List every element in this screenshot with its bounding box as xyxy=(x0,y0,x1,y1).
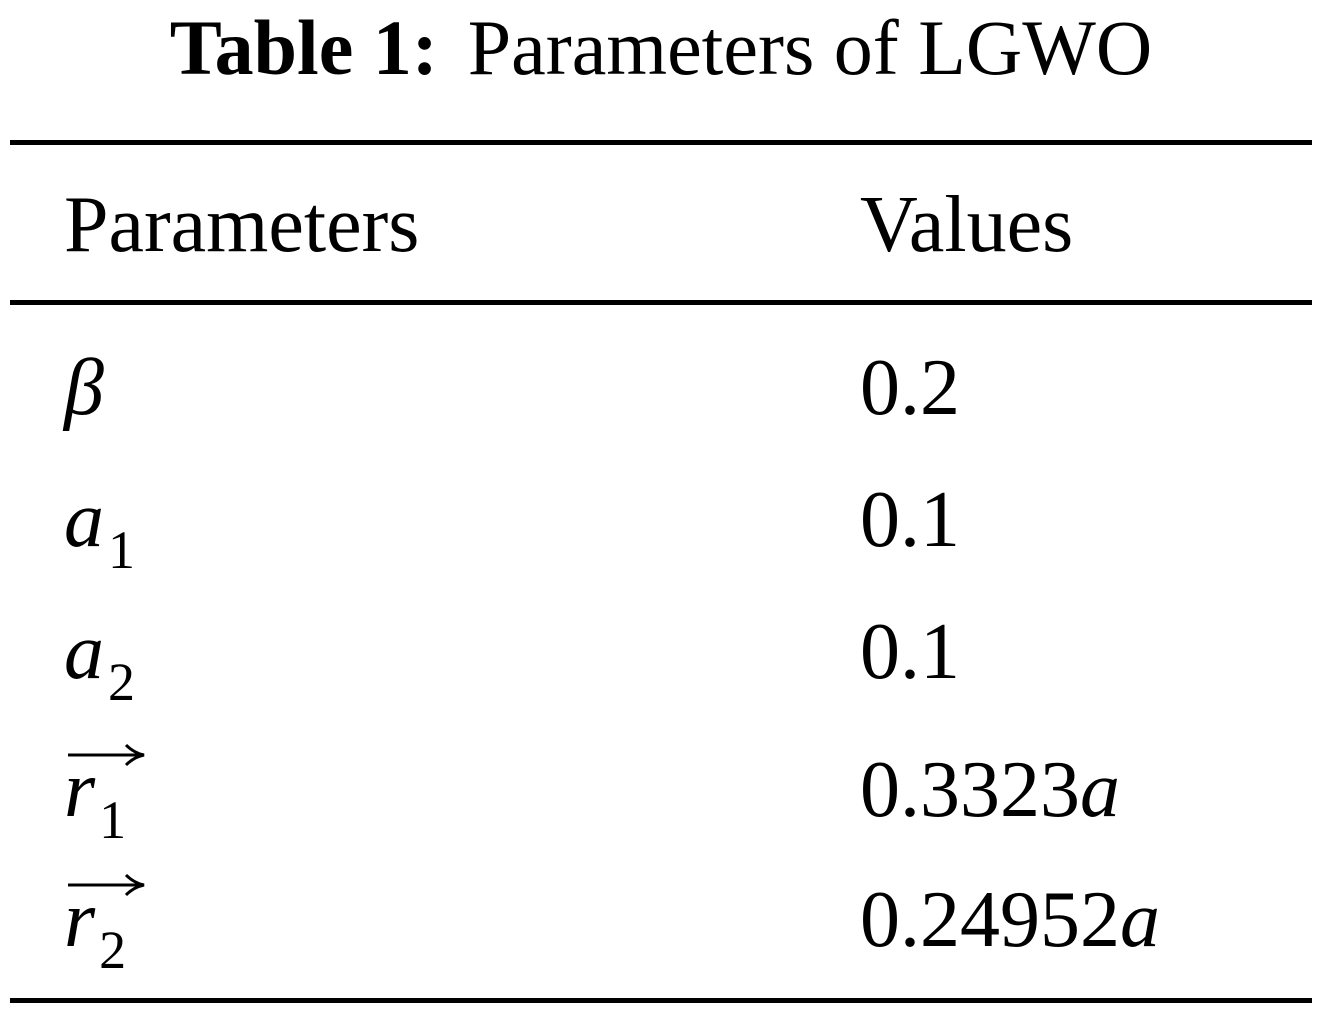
parameter-cell: β xyxy=(64,333,104,443)
header-cell: Values xyxy=(860,181,1074,269)
parameter-cell: r2 xyxy=(64,865,145,980)
top-rule xyxy=(10,140,1312,145)
bottom-rule xyxy=(10,998,1312,1003)
value-number: 0.3323 xyxy=(860,746,1080,834)
value-number: 0.24952 xyxy=(860,876,1120,964)
mid-rule xyxy=(10,300,1312,305)
symbol-subscript: 2 xyxy=(99,920,127,980)
parameter-symbol: a1 xyxy=(64,476,135,580)
value-cell: 0.24952a xyxy=(860,865,1160,975)
value-variable: a xyxy=(1120,876,1160,964)
symbol-subscript: 1 xyxy=(108,520,135,580)
parameter-cell: a2 xyxy=(64,597,135,712)
caption-label: Table 1: xyxy=(169,4,438,91)
symbol-subscript: 2 xyxy=(108,652,135,712)
symbol-base: β xyxy=(64,344,104,432)
symbol-base: r xyxy=(64,876,96,964)
symbol-base: a xyxy=(64,476,104,564)
value-number: 0.2 xyxy=(860,344,960,432)
parameter-symbol: r2 xyxy=(64,865,145,983)
caption-title: Parameters of LGWO xyxy=(467,4,1153,91)
vector-arrow xyxy=(68,743,145,767)
parameter-cell: a1 xyxy=(64,465,135,580)
parameter-symbol: r1 xyxy=(64,735,145,853)
value-number: 0.1 xyxy=(860,476,960,564)
value-cell: 0.1 xyxy=(860,465,960,575)
symbol-subscript: 1 xyxy=(99,790,127,850)
vector-arrow xyxy=(68,873,145,897)
value-number: 0.1 xyxy=(860,608,960,696)
symbol-base: a xyxy=(64,608,104,696)
value-cell: 0.1 xyxy=(860,597,960,707)
value-cell: 0.2 xyxy=(860,333,960,443)
value-cell: 0.3323a xyxy=(860,735,1120,845)
parameter-symbol: a2 xyxy=(64,608,135,712)
caption: Table 1: Parameters of LGWO xyxy=(0,0,1322,95)
parameter-cell: r1 xyxy=(64,735,145,850)
value-variable: a xyxy=(1080,746,1120,834)
header-cell: Parameters xyxy=(64,181,420,269)
parameter-symbol: β xyxy=(64,344,104,432)
symbol-base: r xyxy=(64,746,96,834)
